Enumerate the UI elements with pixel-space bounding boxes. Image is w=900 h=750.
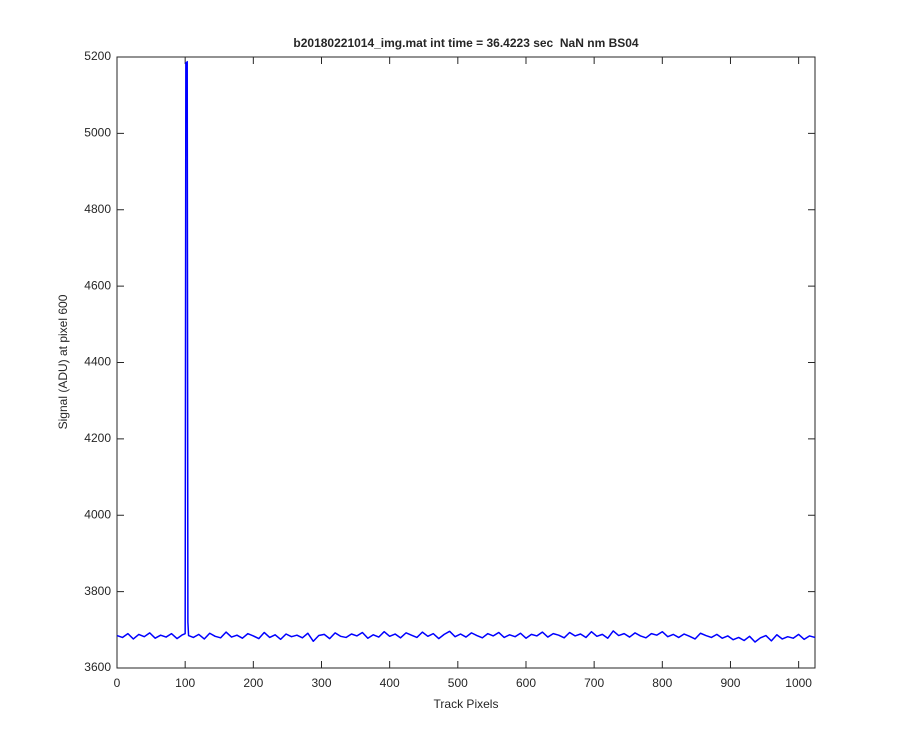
x-tick-label: 200 <box>243 676 263 690</box>
x-tick-label: 700 <box>584 676 604 690</box>
chart-title: b20180221014_img.mat int time = 36.4223 … <box>293 36 639 50</box>
x-tick-label: 800 <box>652 676 672 690</box>
y-tick-label: 5200 <box>84 49 111 63</box>
x-tick-label: 300 <box>311 676 331 690</box>
x-tick-label: 400 <box>380 676 400 690</box>
x-tick-label: 500 <box>448 676 468 690</box>
y-tick-label: 3600 <box>84 660 111 674</box>
x-tick-label: 600 <box>516 676 536 690</box>
y-tick-label: 5000 <box>84 126 111 140</box>
y-tick-label: 3800 <box>84 584 111 598</box>
y-tick-label: 4000 <box>84 507 111 521</box>
data-line <box>116 60 816 643</box>
y-tick-label: 4400 <box>84 355 111 369</box>
y-tick-label: 4600 <box>84 278 111 292</box>
x-tick-label: 1000 <box>785 676 812 690</box>
y-tick-label: 4800 <box>84 202 111 216</box>
x-axis-label: Track Pixels <box>434 697 499 711</box>
y-axis-label: Signal (ADU) at pixel 600 <box>56 294 70 429</box>
x-tick-label: 900 <box>720 676 740 690</box>
x-tick-label: 0 <box>114 676 121 690</box>
y-tick-label: 4200 <box>84 431 111 445</box>
x-tick-label: 100 <box>175 676 195 690</box>
